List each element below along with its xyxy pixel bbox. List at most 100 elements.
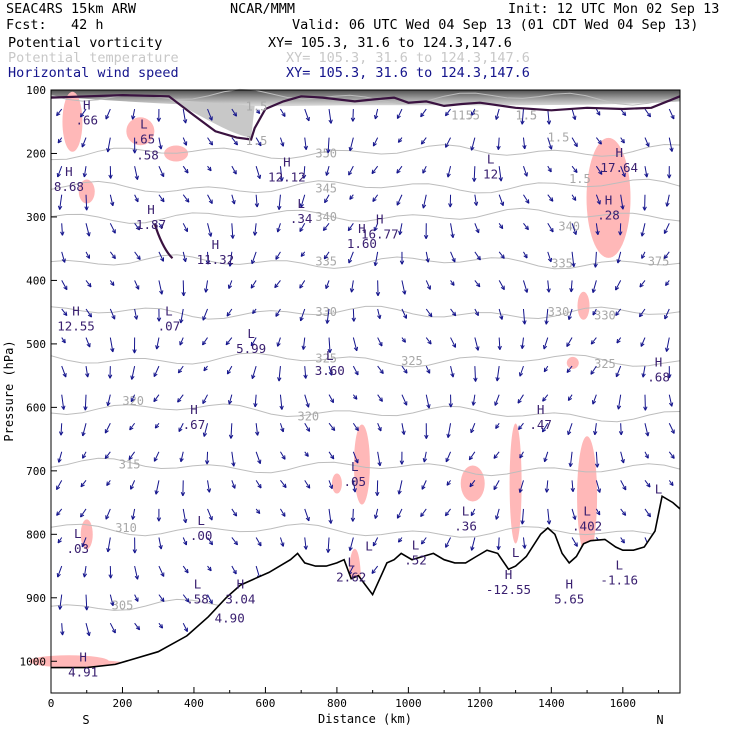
wind-vector — [325, 166, 330, 176]
wind-arrowhead — [546, 288, 551, 293]
wind-arrowhead — [425, 258, 430, 263]
wind-vector — [182, 594, 190, 603]
wind-vector — [447, 423, 452, 438]
wind-arrowhead — [205, 260, 211, 265]
wind-arrowhead — [326, 148, 331, 154]
wind-vector — [107, 537, 111, 553]
wind-arrowhead — [476, 282, 481, 288]
wind-arrowhead — [378, 397, 383, 402]
wind-vector — [231, 565, 237, 575]
wind-arrowhead — [253, 402, 258, 408]
wind-arrowhead — [473, 201, 479, 206]
isentrope-line — [50, 457, 681, 477]
isentrope-label: 340 — [315, 210, 337, 224]
extremum-marker: H — [190, 402, 198, 417]
wind-vector — [255, 137, 262, 147]
wind-arrowhead — [128, 455, 133, 460]
wind-vector — [592, 394, 597, 405]
wind-vector — [471, 537, 476, 551]
wind-arrowhead — [663, 229, 668, 234]
wind-vector — [299, 223, 306, 232]
wind-vector — [401, 280, 406, 295]
wind-vector — [644, 451, 649, 459]
wind-vector — [422, 165, 427, 174]
wind-vector — [207, 480, 210, 493]
extremum-marker: L — [165, 304, 173, 319]
south-end-label: S — [82, 713, 89, 727]
wind-vector — [571, 165, 578, 173]
wind-vector — [81, 137, 87, 148]
wind-arrowhead — [131, 115, 136, 120]
wind-arrowhead — [638, 312, 644, 318]
wind-vector — [422, 194, 427, 209]
wind-vector — [107, 137, 111, 153]
wind-vector — [207, 594, 213, 604]
wind-vector — [644, 423, 649, 437]
isentrope-label: 310 — [115, 521, 137, 535]
wind-vector — [372, 194, 379, 202]
wind-vector — [155, 480, 160, 495]
wind-arrowhead — [596, 111, 601, 116]
wind-vector — [445, 137, 452, 148]
wind-arrowhead — [519, 454, 524, 459]
wind-arrowhead — [207, 166, 212, 172]
wind-vector — [425, 251, 429, 263]
wind-arrowhead — [299, 316, 304, 322]
wind-vector — [470, 508, 476, 516]
wind-vector — [570, 280, 573, 292]
wind-arrowhead — [230, 234, 235, 239]
model-title: SEAC4RS 15km ARW — [6, 1, 137, 17]
extremum-value: .68 — [647, 369, 670, 384]
wind-arrowhead — [160, 197, 165, 203]
wind-vector — [302, 337, 306, 350]
legend-wind-xy: XY= 105.3, 31.6 to 124.3,147.6 — [286, 65, 530, 81]
extremum-marker: H — [565, 577, 573, 592]
wind-vector — [420, 108, 427, 118]
wind-arrowhead — [305, 116, 310, 122]
x-tick-label: 200 — [113, 697, 133, 710]
wind-arrowhead — [87, 313, 93, 318]
wind-vector — [178, 423, 184, 432]
wind-vector — [450, 337, 456, 348]
wind-vector — [571, 108, 576, 120]
wind-arrowhead — [670, 114, 675, 120]
wind-arrowhead — [427, 340, 432, 345]
wind-arrowhead — [328, 519, 333, 524]
wind-vector — [377, 423, 382, 432]
wind-vector — [180, 451, 184, 462]
wind-arrowhead — [111, 628, 116, 634]
wind-arrowhead — [547, 167, 552, 173]
extremum-marker: L — [512, 545, 520, 560]
extremum-value: .03 — [67, 541, 90, 556]
wind-arrowhead — [377, 314, 382, 320]
wind-arrowhead — [352, 488, 357, 493]
wind-arrowhead — [448, 203, 453, 208]
pv-contour — [153, 222, 174, 260]
wind-vector — [523, 222, 529, 230]
wind-vector — [349, 137, 354, 152]
wind-arrowhead — [257, 541, 262, 547]
wind-vector — [547, 137, 553, 150]
y-tick-label: 400 — [26, 274, 46, 287]
wind-arrowhead — [154, 424, 160, 429]
wind-arrowhead — [473, 377, 478, 382]
wind-arrowhead — [134, 197, 139, 203]
isentrope-label: 305 — [112, 598, 134, 612]
isentrope-line — [50, 207, 681, 224]
wind-vector — [231, 137, 238, 146]
wind-speed-shading — [577, 291, 590, 320]
wind-vector — [547, 251, 552, 263]
wind-vector — [85, 280, 92, 288]
wind-vector — [445, 537, 452, 548]
wind-vector — [668, 423, 675, 434]
wind-arrowhead — [56, 511, 61, 516]
wind-vector — [471, 137, 476, 151]
wind-vector — [158, 537, 162, 550]
wind-arrowhead — [572, 230, 578, 236]
wind-arrowhead — [663, 254, 669, 260]
wind-vector — [595, 108, 601, 116]
wind-vector — [374, 508, 379, 519]
wind-arrowhead — [80, 482, 85, 488]
extremum-value: 3.04 — [225, 592, 255, 607]
extremum-value: 3.60 — [315, 363, 345, 378]
